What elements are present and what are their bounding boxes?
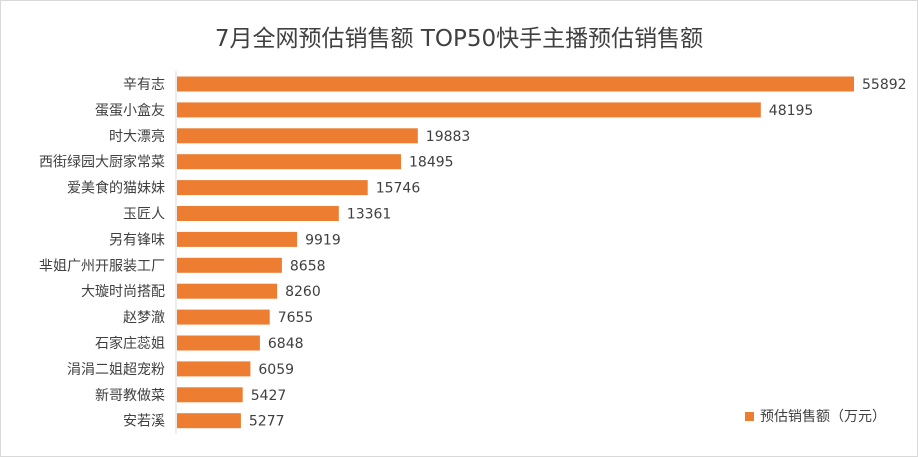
data-label: 9919 [305, 232, 341, 248]
bar [177, 361, 251, 377]
category-label: 赵梦澈 [123, 310, 165, 326]
bar [177, 309, 270, 325]
bar [177, 231, 298, 247]
category-label: 涓涓二姐超宠粉 [67, 362, 165, 378]
bar [177, 206, 339, 221]
data-label: 6059 [258, 362, 294, 378]
category-label: 石家庄蕊姐 [95, 335, 165, 352]
data-label: 18495 [409, 155, 454, 171]
bar [177, 76, 854, 92]
category-label: 新哥教做菜 [95, 388, 165, 404]
bar [177, 283, 278, 299]
category-label: 玉匠人 [123, 207, 165, 223]
category-label: 蛋蛋小盒友 [95, 102, 165, 119]
bar [177, 154, 401, 170]
legend-swatch [745, 411, 754, 421]
data-label: 19883 [426, 129, 471, 145]
bar [177, 257, 282, 273]
data-label: 13361 [347, 207, 392, 223]
bar [177, 102, 761, 118]
bar [177, 387, 243, 403]
data-label: 8260 [285, 284, 321, 300]
data-label: 48195 [769, 103, 814, 119]
data-label: 7655 [278, 310, 314, 326]
data-label: 5277 [249, 414, 285, 430]
chart-title: 7月全网预估销售额 TOP50快手主播预估销售额 [214, 26, 704, 52]
category-label: 大璇时尚搭配 [81, 284, 165, 300]
data-label: 15746 [376, 181, 421, 197]
category-label: 芈姐广州开服装工厂 [39, 258, 165, 274]
data-label: 55892 [862, 77, 907, 93]
category-label: 另有锋味 [109, 232, 165, 248]
category-label: 辛有志 [123, 77, 165, 93]
category-label: 西街绿园大厨家常菜 [39, 154, 165, 171]
category-label: 时大漂亮 [109, 128, 165, 145]
data-label: 5427 [251, 388, 287, 404]
bar [177, 413, 241, 429]
legend-label: 预估销售额（万元） [760, 409, 886, 425]
bar [177, 335, 260, 351]
data-label: 8658 [290, 258, 326, 274]
category-label: 爱美食的猫妹妹 [67, 180, 165, 197]
data-label: 6848 [268, 336, 304, 352]
bar [177, 128, 418, 144]
bar [177, 180, 368, 196]
legend: 预估销售额（万元） [745, 406, 886, 426]
category-label: 安若溪 [123, 414, 165, 430]
